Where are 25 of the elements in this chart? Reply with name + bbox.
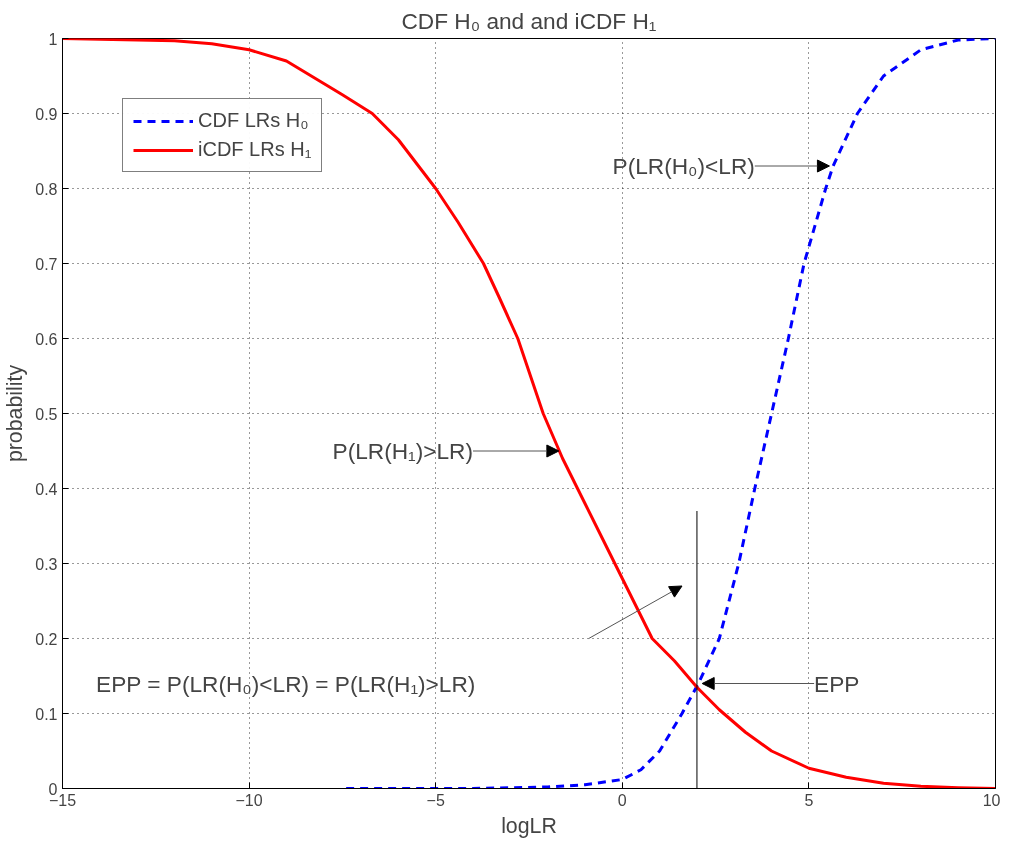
annotation: P(LR(H₁)>LR) [332,438,474,464]
y-tick-label: 0.2 [35,630,58,648]
x-axis-title: logLR [501,813,557,838]
chart-title: CDF H₀ and and iCDF H₁ [401,7,657,34]
line-series [62,38,996,789]
y-tick-label: 0.7 [35,255,58,273]
y-tick-label: 0.8 [35,180,58,198]
y-tick-label: 0.4 [35,480,58,498]
annotation: EPP [814,670,860,697]
annotation: EPP = P(LR(H₀)<LR) = P(LR(H₁)>LR) [96,670,476,697]
x-tick-label: −5 [426,791,445,809]
x-tick-label: 5 [804,791,814,809]
x-tick-label: −10 [235,791,263,809]
legend-label: CDF LRs H₀ [198,109,309,132]
y-tick-label: 0.5 [35,405,58,423]
annotation: P(LR(H₀)<LR) [612,153,755,179]
y-tick-label: 0.6 [35,330,58,348]
x-tick-label: 10 [982,791,1001,809]
y-tick-label: 1 [48,30,58,48]
y-tick-label: 0.1 [35,705,58,723]
y-tick-label: 0.9 [35,105,58,123]
legend-label: iCDF LRs H₁ [198,138,312,161]
y-axis-title: probability [3,364,28,463]
y-tick-label: 0.3 [35,555,58,573]
x-tick-label: 0 [617,791,627,809]
